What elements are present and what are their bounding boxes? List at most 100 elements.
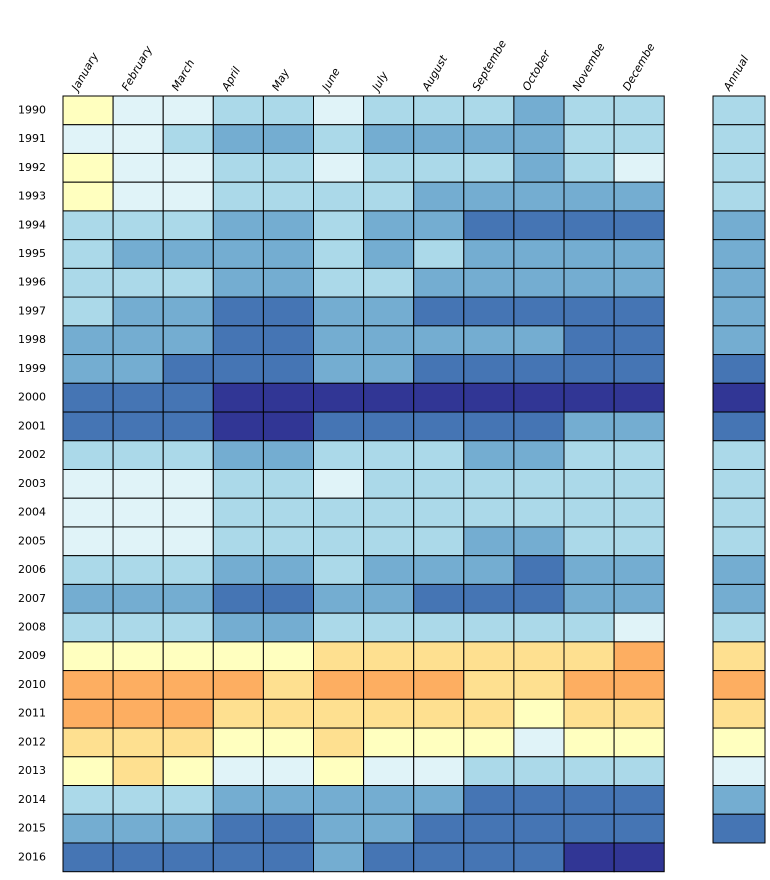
cell	[62, 756, 114, 787]
cell	[62, 612, 114, 643]
cell	[313, 382, 365, 413]
cell	[613, 354, 665, 384]
cell	[112, 325, 164, 356]
cell	[62, 583, 114, 614]
column-label: June	[318, 66, 342, 95]
cell	[313, 727, 365, 758]
annual-cell	[712, 124, 766, 154]
cell	[262, 612, 314, 643]
cell	[162, 239, 214, 269]
cell	[413, 124, 465, 154]
cell	[513, 583, 565, 614]
cell	[613, 698, 665, 729]
cell	[62, 813, 114, 844]
cell	[212, 468, 264, 499]
cell	[413, 785, 465, 815]
cell	[513, 468, 565, 499]
cell	[313, 670, 365, 700]
cell	[363, 152, 415, 183]
annual-cell	[712, 325, 766, 356]
cell	[162, 411, 214, 442]
cell	[513, 267, 565, 298]
cell	[212, 555, 264, 585]
cell	[613, 239, 665, 269]
row-label: 1999	[18, 362, 46, 375]
cell	[212, 296, 264, 327]
cell	[413, 95, 465, 126]
cell	[563, 785, 615, 815]
cell	[262, 497, 314, 528]
cell	[112, 497, 164, 528]
cell	[363, 325, 415, 356]
cell	[513, 95, 565, 126]
cell	[613, 95, 665, 126]
cell	[313, 468, 365, 499]
row-label: 2003	[18, 477, 46, 490]
cell	[463, 698, 515, 729]
cell	[212, 727, 264, 758]
cell	[613, 555, 665, 585]
cell	[613, 267, 665, 298]
cell	[162, 612, 214, 643]
cell	[62, 95, 114, 126]
cell	[463, 641, 515, 672]
cell	[62, 354, 114, 384]
cell	[112, 756, 164, 787]
cell	[363, 842, 415, 873]
cell	[613, 583, 665, 614]
cell	[262, 210, 314, 241]
cell	[513, 756, 565, 787]
cell	[463, 411, 515, 442]
cell	[62, 296, 114, 327]
column-label: February	[119, 43, 155, 93]
cell	[563, 239, 615, 269]
cell	[513, 670, 565, 700]
cell	[112, 152, 164, 183]
cell	[162, 785, 214, 815]
column-label: Annual	[720, 53, 751, 93]
row-label: 2009	[18, 649, 46, 662]
cell	[262, 842, 314, 873]
cell	[112, 698, 164, 729]
cell	[162, 813, 214, 844]
annual-cell	[712, 497, 766, 528]
cell	[212, 382, 264, 413]
cell	[463, 325, 515, 356]
cell	[112, 440, 164, 470]
cell	[363, 670, 415, 700]
cell	[513, 727, 565, 758]
cell	[563, 756, 615, 787]
cell	[363, 612, 415, 643]
cell	[413, 583, 465, 614]
cell	[313, 152, 365, 183]
cell	[262, 698, 314, 729]
cell	[413, 382, 465, 413]
row-label: 2000	[18, 391, 46, 404]
cell	[463, 152, 515, 183]
cell	[513, 124, 565, 154]
cell	[62, 641, 114, 672]
cell	[212, 210, 264, 241]
annual-cell	[712, 296, 766, 327]
cell	[363, 95, 415, 126]
cell	[313, 641, 365, 672]
cell	[62, 181, 114, 212]
cell	[463, 813, 515, 844]
cell	[363, 411, 415, 442]
cell	[563, 468, 615, 499]
cell	[262, 382, 314, 413]
cell	[413, 239, 465, 269]
cell	[162, 497, 214, 528]
cell	[162, 325, 214, 356]
cell	[463, 210, 515, 241]
cell	[212, 124, 264, 154]
cell	[513, 239, 565, 269]
cell	[613, 641, 665, 672]
cell	[313, 267, 365, 298]
cell	[363, 382, 415, 413]
cell	[212, 152, 264, 183]
cell	[162, 440, 214, 470]
cell	[363, 267, 415, 298]
cell	[262, 239, 314, 269]
cell	[463, 497, 515, 528]
